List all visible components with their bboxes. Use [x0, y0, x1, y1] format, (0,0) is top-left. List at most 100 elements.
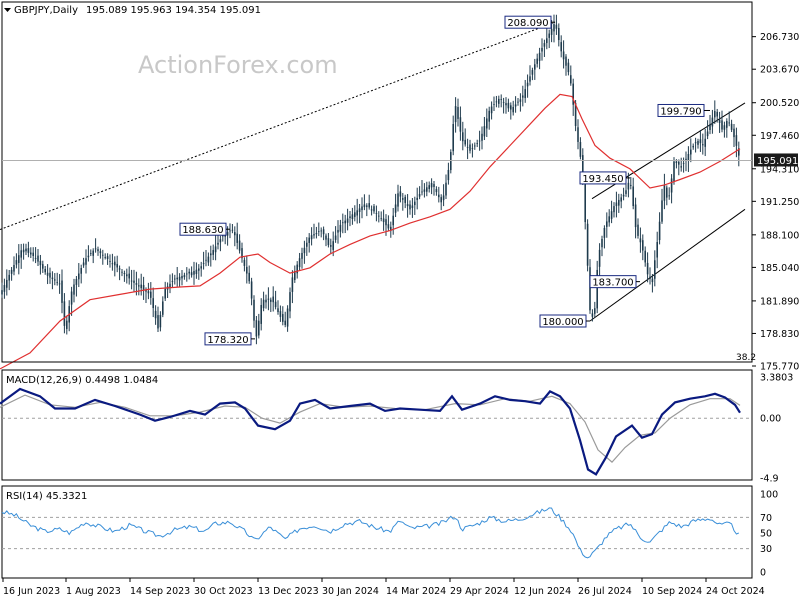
price-tick-label: 185.040 — [760, 263, 799, 274]
candle — [25, 243, 27, 256]
candle — [702, 133, 704, 155]
candle — [330, 238, 332, 255]
candle — [322, 226, 325, 241]
candle — [706, 120, 709, 140]
candle — [534, 58, 536, 80]
price-annotation: 180.000 — [539, 314, 590, 328]
candle — [22, 243, 25, 260]
annotation-label: 208.090 — [507, 18, 548, 29]
dropdown-triangle-icon[interactable] — [4, 8, 11, 12]
candle — [164, 281, 166, 301]
candle — [123, 270, 126, 282]
candle — [558, 23, 560, 47]
candle — [656, 231, 658, 269]
rsi-tick-label: 50 — [760, 529, 772, 540]
rsi-series-layer — [1, 507, 752, 559]
candle — [140, 273, 142, 296]
candle — [13, 256, 15, 276]
candle — [428, 181, 430, 193]
candle — [378, 211, 380, 223]
candle — [392, 207, 394, 235]
candle — [567, 58, 570, 76]
candle — [442, 184, 445, 207]
candle — [104, 253, 106, 260]
price-annotation: 193.450 — [579, 171, 630, 185]
rsi-tick-label: 70 — [760, 513, 772, 524]
candle — [615, 191, 618, 218]
candle — [466, 138, 469, 160]
candle — [114, 256, 116, 277]
candle — [714, 100, 716, 124]
candle — [570, 65, 572, 86]
candle — [248, 265, 250, 284]
candle — [315, 226, 318, 239]
price-annotation: 208.090 — [504, 15, 555, 29]
candle — [116, 255, 118, 273]
candle — [15, 253, 18, 269]
candle — [601, 235, 603, 257]
candle — [44, 265, 46, 275]
candle — [109, 254, 111, 268]
candle — [255, 316, 258, 345]
candle — [171, 273, 174, 288]
candle — [447, 162, 450, 185]
annotation-label: 183.700 — [592, 278, 633, 289]
annotation-label: 199.790 — [660, 106, 701, 117]
candle — [102, 249, 104, 265]
candle — [553, 14, 555, 43]
candle — [169, 274, 171, 294]
candle — [469, 139, 471, 154]
candle — [550, 19, 553, 43]
candle — [80, 264, 82, 284]
candle — [694, 137, 697, 153]
date-tick-label: 14 Mar 2024 — [386, 586, 446, 597]
candle — [572, 78, 574, 116]
candle — [111, 253, 114, 271]
candle — [709, 114, 711, 135]
candle — [133, 269, 135, 292]
candle — [193, 261, 195, 285]
candle — [502, 97, 505, 114]
candle — [30, 247, 32, 259]
candle — [704, 128, 706, 157]
candle — [159, 311, 162, 332]
candle — [382, 209, 385, 231]
candle — [666, 185, 668, 206]
candle — [229, 223, 231, 239]
candle — [217, 233, 219, 250]
candle — [306, 237, 308, 256]
price-tick-label: 194.310 — [760, 164, 799, 175]
candle — [718, 111, 721, 133]
candle — [214, 235, 217, 261]
candle — [630, 176, 632, 190]
candle — [94, 238, 97, 253]
candle — [409, 200, 411, 215]
candle — [82, 257, 85, 268]
candle — [73, 278, 75, 303]
candle — [649, 267, 651, 285]
annotation-label: 178.320 — [207, 335, 248, 346]
candle — [397, 184, 399, 212]
candle — [519, 93, 522, 112]
macd-tick-label: 3.3803 — [760, 373, 793, 384]
macd-tick-label: 0.00 — [760, 414, 781, 425]
candle — [320, 227, 322, 238]
candle — [63, 293, 66, 334]
fib-level-label: 38.2 — [736, 353, 756, 363]
candle — [644, 246, 646, 267]
candle — [270, 297, 272, 313]
price-annotation: 188.630 — [179, 222, 230, 236]
candle — [121, 269, 123, 277]
candle — [195, 262, 198, 279]
candle — [486, 108, 488, 137]
candle — [157, 306, 159, 333]
candle — [632, 177, 634, 210]
candle — [274, 290, 277, 310]
candle — [634, 197, 637, 239]
rsi-tick-label: 0 — [760, 568, 766, 579]
candle — [344, 214, 346, 234]
candle — [529, 65, 531, 86]
candle — [49, 267, 51, 284]
candle — [373, 203, 375, 214]
